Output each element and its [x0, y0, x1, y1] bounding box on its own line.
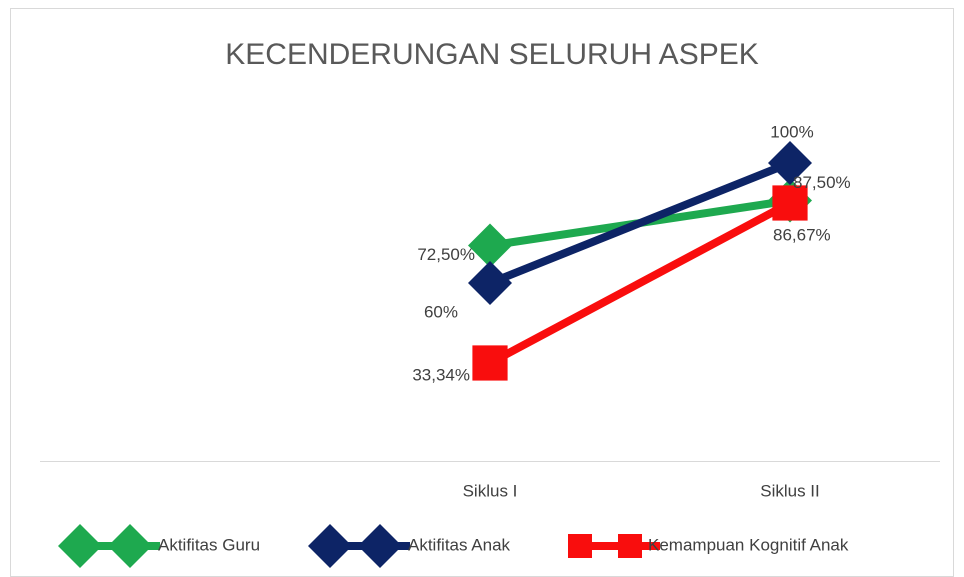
data-label: 100% [770, 122, 813, 141]
marker [618, 534, 642, 558]
marker [58, 524, 102, 568]
marker [358, 524, 402, 568]
series-line [488, 159, 792, 287]
marker [472, 345, 508, 381]
data-label: 86,67% [773, 225, 831, 244]
x-tick-label: Siklus II [760, 481, 820, 500]
marker [308, 524, 352, 568]
marker [568, 534, 592, 558]
data-label: 33,34% [412, 365, 470, 384]
legend-label: Kemampuan Kognitif Anak [648, 535, 849, 554]
chart-title: KECENDERUNGAN SELURUH ASPEK [225, 38, 758, 71]
legend-label: Aktifitas Guru [158, 535, 260, 554]
marker [468, 223, 512, 268]
marker [768, 141, 812, 185]
data-label: 87,50% [793, 173, 851, 192]
data-label: 60% [424, 302, 458, 321]
marker [108, 524, 152, 568]
legend-label: Aktifitas Anak [408, 535, 511, 554]
marker [468, 261, 512, 305]
series-line [488, 199, 792, 367]
marker [772, 185, 808, 221]
data-label: 72,50% [417, 245, 475, 264]
x-tick-label: Siklus I [463, 481, 518, 500]
